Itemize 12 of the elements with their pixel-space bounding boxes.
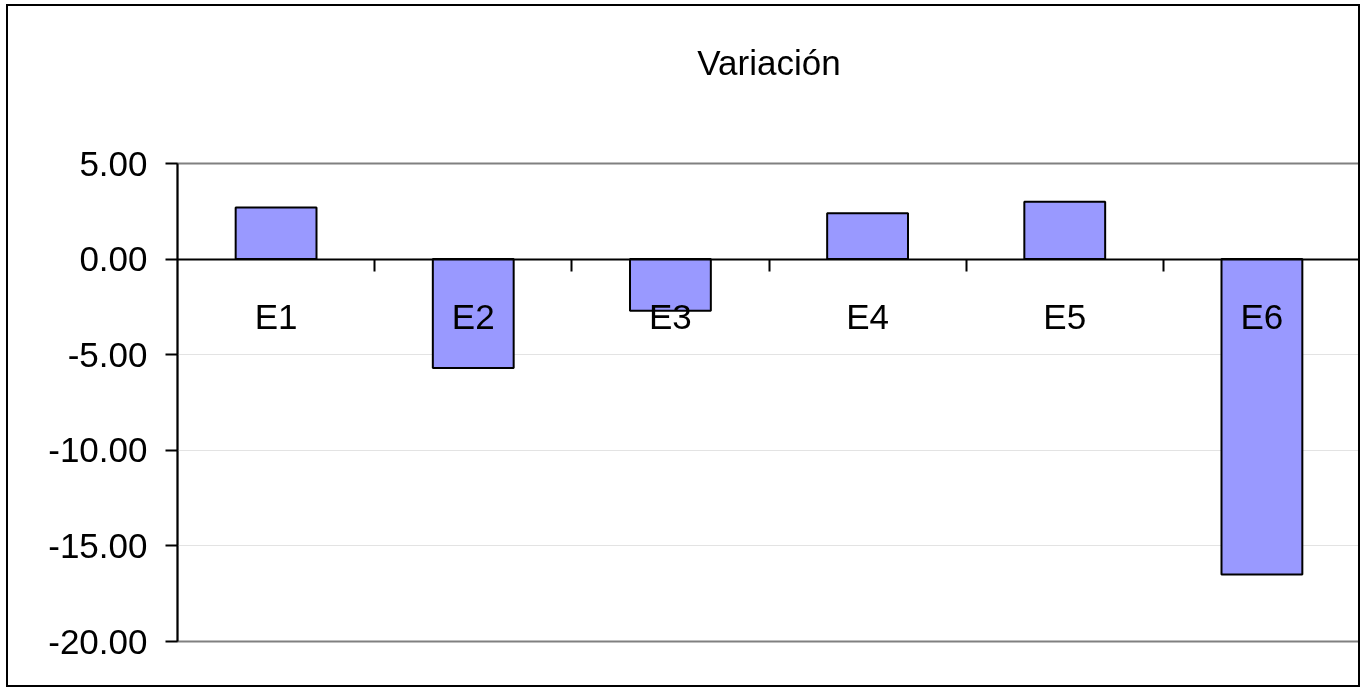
y-tick-label: 0.00 [79,239,148,279]
y-tick-label: 5.00 [79,143,148,183]
x-tick-label: E5 [1043,297,1087,337]
x-tick-label: E1 [254,297,298,337]
y-tick-label: -20.00 [48,621,148,661]
x-tick-label: E6 [1240,297,1284,337]
x-tick-label: E2 [451,297,495,337]
y-tick-label: -10.00 [48,430,148,470]
chart-title: Variación [697,42,841,82]
y-tick-label: -5.00 [67,334,148,374]
y-tick-label: -15.00 [48,525,148,565]
x-tick-label: E4 [846,297,889,337]
